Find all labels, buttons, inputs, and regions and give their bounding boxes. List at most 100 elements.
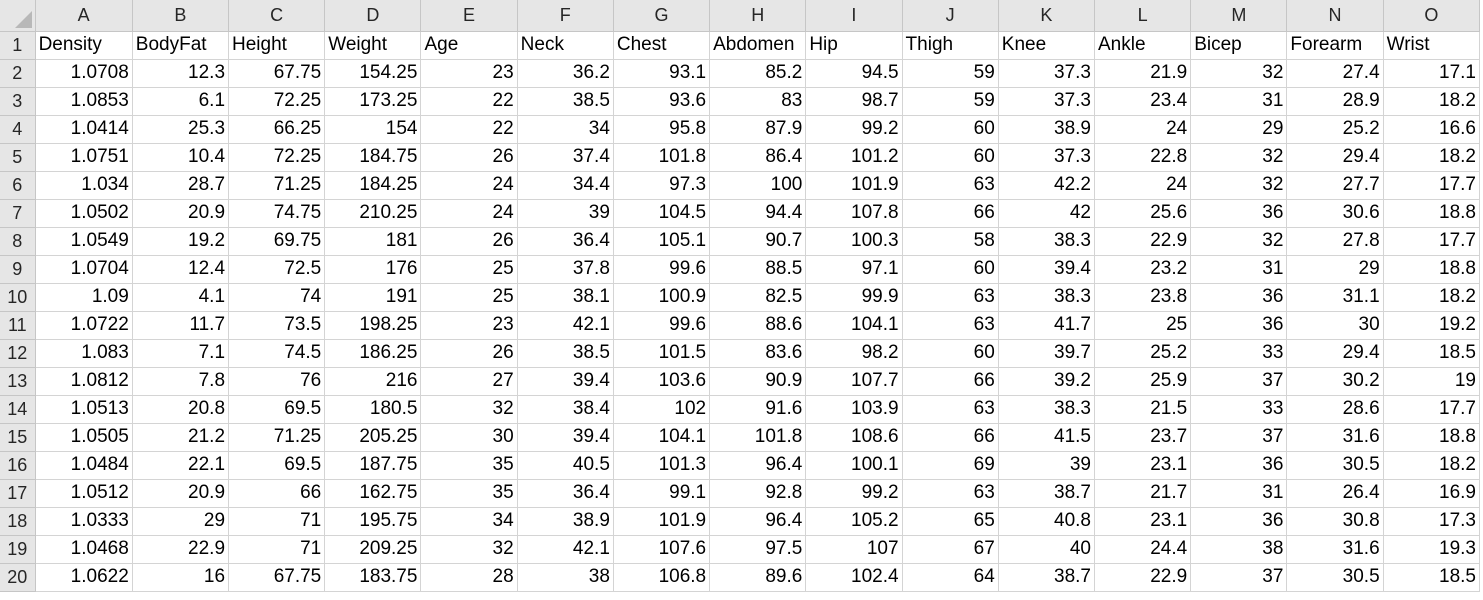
cell[interactable]: 27.4 — [1286, 59, 1384, 88]
row-header[interactable]: 16 — [0, 451, 36, 480]
cell[interactable]: 25.2 — [1094, 339, 1192, 368]
cell[interactable]: 88.6 — [709, 311, 807, 340]
cell[interactable]: 28.7 — [132, 171, 230, 200]
cell[interactable]: 162.75 — [324, 479, 422, 508]
cell[interactable]: 22.9 — [1094, 563, 1192, 592]
cell[interactable]: 37.8 — [517, 255, 614, 284]
cell[interactable]: 1.0513 — [35, 395, 133, 424]
cell-header[interactable]: Weight — [324, 31, 422, 60]
cell[interactable]: 39.4 — [517, 367, 614, 396]
cell[interactable]: 66 — [902, 367, 999, 396]
cell-header[interactable]: Height — [228, 31, 326, 60]
cell[interactable]: 59 — [902, 59, 999, 88]
cell[interactable]: 1.0704 — [35, 255, 133, 284]
row-header-1[interactable]: 1 — [0, 31, 36, 60]
cell[interactable]: 63 — [902, 479, 999, 508]
cell[interactable]: 27 — [420, 367, 518, 396]
cell[interactable]: 71.25 — [228, 171, 326, 200]
cell[interactable]: 7.8 — [132, 367, 230, 396]
cell[interactable]: 36 — [1190, 311, 1288, 340]
cell[interactable]: 198.25 — [324, 311, 422, 340]
cell[interactable]: 41.5 — [998, 423, 1095, 452]
cell[interactable]: 67 — [902, 535, 999, 564]
cell[interactable]: 180.5 — [324, 395, 422, 424]
column-header-O[interactable]: O — [1383, 0, 1481, 32]
cell[interactable]: 24 — [420, 199, 518, 228]
cell[interactable]: 30 — [1286, 311, 1384, 340]
cell[interactable]: 37.3 — [998, 143, 1095, 172]
cell[interactable]: 96.4 — [709, 507, 807, 536]
cell[interactable]: 31.6 — [1286, 535, 1384, 564]
cell[interactable]: 12.3 — [132, 59, 230, 88]
cell[interactable]: 92.8 — [709, 479, 807, 508]
cell[interactable]: 30.6 — [1286, 199, 1384, 228]
cell[interactable]: 89.6 — [709, 563, 807, 592]
cell-header[interactable]: Thigh — [902, 31, 999, 60]
cell[interactable]: 7.1 — [132, 339, 230, 368]
cell[interactable]: 94.4 — [709, 199, 807, 228]
cell[interactable]: 38.3 — [998, 395, 1095, 424]
cell[interactable]: 184.25 — [324, 171, 422, 200]
cell[interactable]: 183.75 — [324, 563, 422, 592]
cell[interactable]: 39.4 — [998, 255, 1095, 284]
cell[interactable]: 99.1 — [613, 479, 711, 508]
cell[interactable]: 58 — [902, 227, 999, 256]
cell[interactable]: 20.8 — [132, 395, 230, 424]
cell[interactable]: 99.2 — [805, 479, 903, 508]
cell-header[interactable]: Forearm — [1286, 31, 1384, 60]
cell[interactable]: 17.7 — [1383, 395, 1481, 424]
cell[interactable]: 38 — [1190, 535, 1288, 564]
cell[interactable]: 1.0622 — [35, 563, 133, 592]
cell[interactable]: 191 — [324, 283, 422, 312]
cell[interactable]: 18.8 — [1383, 255, 1481, 284]
cell[interactable]: 67.75 — [228, 59, 326, 88]
cell[interactable]: 88.5 — [709, 255, 807, 284]
cell[interactable]: 38.5 — [517, 339, 614, 368]
cell[interactable]: 69.75 — [228, 227, 326, 256]
cell[interactable]: 105.2 — [805, 507, 903, 536]
cell[interactable]: 33 — [1190, 339, 1288, 368]
cell[interactable]: 60 — [902, 339, 999, 368]
cell[interactable]: 27.7 — [1286, 171, 1384, 200]
cell[interactable]: 23.1 — [1094, 507, 1192, 536]
cell[interactable]: 1.0853 — [35, 87, 133, 116]
cell[interactable]: 31.1 — [1286, 283, 1384, 312]
cell[interactable]: 37 — [1190, 423, 1288, 452]
cell[interactable]: 24 — [420, 171, 518, 200]
cell[interactable]: 32 — [1190, 227, 1288, 256]
cell[interactable]: 104.5 — [613, 199, 711, 228]
cell[interactable]: 1.0414 — [35, 115, 133, 144]
cell[interactable]: 29.4 — [1286, 339, 1384, 368]
cell[interactable]: 23.1 — [1094, 451, 1192, 480]
cell[interactable]: 107.8 — [805, 199, 903, 228]
cell[interactable]: 154.25 — [324, 59, 422, 88]
cell[interactable]: 21.2 — [132, 423, 230, 452]
cell[interactable]: 90.7 — [709, 227, 807, 256]
cell[interactable]: 28 — [420, 563, 518, 592]
cell[interactable]: 205.25 — [324, 423, 422, 452]
cell[interactable]: 98.7 — [805, 87, 903, 116]
cell[interactable]: 17.1 — [1383, 59, 1481, 88]
cell[interactable]: 95.8 — [613, 115, 711, 144]
cell[interactable]: 93.1 — [613, 59, 711, 88]
cell[interactable]: 102.4 — [805, 563, 903, 592]
cell[interactable]: 28.9 — [1286, 87, 1384, 116]
cell[interactable]: 65 — [902, 507, 999, 536]
cell[interactable]: 25.9 — [1094, 367, 1192, 396]
cell[interactable]: 107.7 — [805, 367, 903, 396]
cell[interactable]: 100.3 — [805, 227, 903, 256]
cell[interactable]: 38.4 — [517, 395, 614, 424]
cell[interactable]: 1.034 — [35, 171, 133, 200]
cell-header[interactable]: Bicep — [1190, 31, 1288, 60]
row-header[interactable]: 10 — [0, 283, 36, 312]
cell[interactable]: 154 — [324, 115, 422, 144]
cell[interactable]: 66.25 — [228, 115, 326, 144]
cell[interactable]: 36 — [1190, 283, 1288, 312]
cell[interactable]: 36 — [1190, 451, 1288, 480]
cell[interactable]: 40.8 — [998, 507, 1095, 536]
cell[interactable]: 74.5 — [228, 339, 326, 368]
cell[interactable]: 1.0751 — [35, 143, 133, 172]
cell[interactable]: 25 — [420, 255, 518, 284]
cell[interactable]: 106.8 — [613, 563, 711, 592]
cell-header[interactable]: BodyFat — [132, 31, 230, 60]
